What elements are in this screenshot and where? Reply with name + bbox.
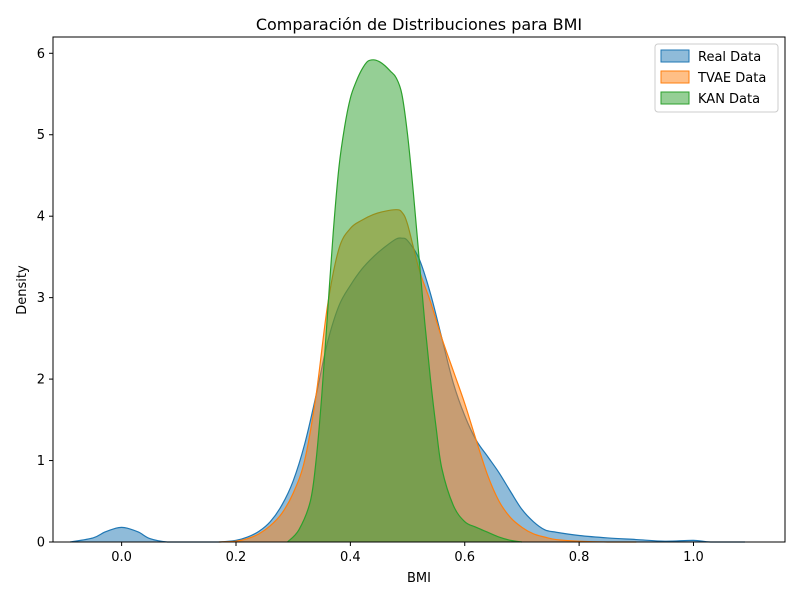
plot-frame xyxy=(52,36,786,543)
chart-title: Comparación de Distribuciones para BMI xyxy=(256,15,582,34)
legend-label-real-data: Real Data xyxy=(698,50,761,65)
x-tick-label: 0.4 xyxy=(340,550,361,565)
x-tick-label: 0.2 xyxy=(226,550,247,565)
x-axis-title: BMI xyxy=(407,571,431,586)
y-tick-label: 4 xyxy=(37,210,45,225)
y-tick-label: 0 xyxy=(37,536,45,551)
legend-swatch-real-data xyxy=(660,49,690,63)
y-tick-label: 6 xyxy=(37,47,45,62)
legend-swatch-kan-data xyxy=(660,91,690,105)
x-tick-label: 0.8 xyxy=(569,550,590,565)
x-axis: 0.0 0.2 0.4 0.6 0.8 1.0 xyxy=(111,542,704,565)
legend-label-kan-data: KAN Data xyxy=(698,92,760,107)
series-area-kan-data xyxy=(287,59,522,543)
series-line-kan-data xyxy=(287,59,523,543)
legend-label-tvae-data: TVAE Data xyxy=(697,71,766,86)
y-axis: 0 1 2 3 4 5 6 xyxy=(37,47,53,551)
y-tick-label: 1 xyxy=(37,454,45,469)
legend: Real Data TVAE Data KAN Data xyxy=(654,43,779,113)
series-layer xyxy=(70,59,745,543)
y-axis-title: Density xyxy=(15,265,30,315)
y-tick-label: 3 xyxy=(37,291,45,306)
legend-swatch-tvae-data xyxy=(660,70,690,84)
x-tick-label: 0.6 xyxy=(454,550,475,565)
x-tick-label: 1.0 xyxy=(683,550,704,565)
y-tick-label: 5 xyxy=(37,128,45,143)
y-tick-label: 2 xyxy=(37,373,45,388)
x-tick-label: 0.0 xyxy=(111,550,132,565)
